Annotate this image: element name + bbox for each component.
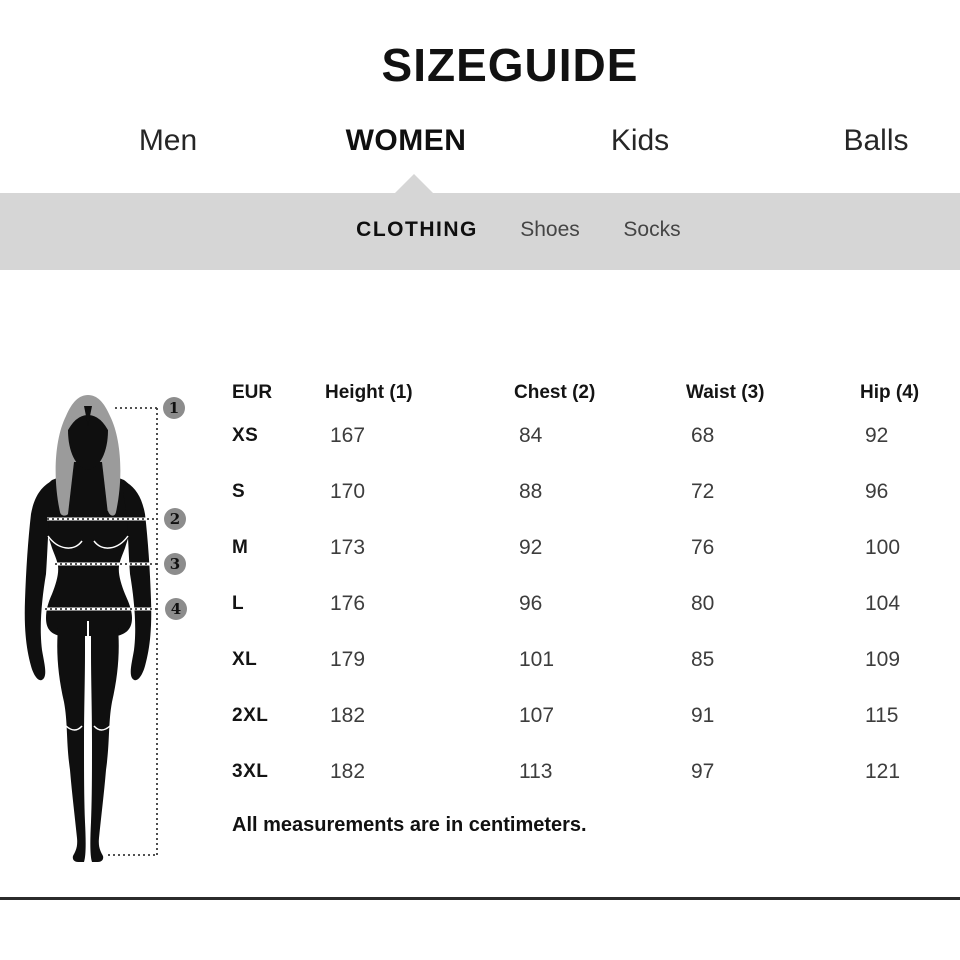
waist-value: 91 [691,704,715,727]
svg-text:4: 4 [171,600,181,618]
table-row: S 170 88 72 96 [232,464,932,520]
subtab-band [0,193,960,270]
height-value: 176 [330,592,366,615]
chest-value: 88 [519,480,543,503]
chest-value: 107 [519,704,555,727]
header-height: Height (1) [325,382,413,403]
marker-3-waist: 3 [164,553,186,575]
waist-value: 76 [691,536,715,559]
size-label: XS [232,425,259,446]
active-tab-pointer-triangle [394,174,434,194]
chest-value: 113 [519,760,553,783]
measurements-footnote: All measurements are in centimeters. [232,814,587,836]
hip-value: 100 [865,536,901,559]
hip-value: 121 [865,760,901,783]
size-label: M [232,537,249,558]
tab-women[interactable]: WOMEN [345,124,467,157]
chest-value: 84 [519,424,543,447]
size-label: 2XL [232,705,269,726]
header-hip: Hip (4) [860,382,920,403]
height-value: 182 [330,760,366,783]
svg-text:1: 1 [169,399,179,417]
chest-value: 92 [519,536,543,559]
table-row: XS 167 84 68 92 [232,408,932,464]
tab-kids[interactable]: Kids [610,124,670,157]
waist-value: 80 [691,592,715,615]
subtab-shoes[interactable]: Shoes [520,218,580,241]
size-table: EUR Height (1) Chest (2) Waist (3) Hip (… [232,378,932,800]
hip-value: 104 [865,592,901,615]
height-value: 167 [330,424,366,447]
waist-value: 68 [691,424,715,447]
table-row: M 173 92 76 100 [232,520,932,576]
table-row: 3XL 182 113 97 121 [232,744,932,800]
measurement-figure: 1 2 3 4 [20,390,200,870]
size-table-body: XS 167 84 68 92 S 170 88 72 96 M 173 92 … [232,408,932,800]
svg-text:2: 2 [170,510,180,528]
marker-4-hip: 4 [165,598,187,620]
female-silhouette-illustration: 1 2 3 4 [24,395,187,862]
height-value: 173 [330,536,366,559]
size-label: S [232,481,246,502]
tab-men[interactable]: Men [138,124,198,157]
bottom-divider [0,897,960,900]
hip-value: 109 [865,648,901,671]
page-title: SIZEGUIDE [381,39,639,91]
chest-value: 101 [519,648,555,671]
size-label: L [232,593,245,614]
hip-value: 96 [865,480,889,503]
subtab-clothing[interactable]: CLOTHING [356,218,478,241]
hip-value: 115 [865,704,899,727]
waist-value: 72 [691,480,715,503]
height-value: 182 [330,704,366,727]
svg-text:3: 3 [170,555,180,573]
marker-1-height: 1 [163,397,185,419]
size-label: XL [232,649,258,670]
height-value: 170 [330,480,366,503]
table-row: XL 179 101 85 109 [232,632,932,688]
header-waist: Waist (3) [686,382,765,403]
size-table-header: EUR Height (1) Chest (2) Waist (3) Hip (… [232,378,932,408]
header-eur: EUR [232,382,273,403]
waist-value: 97 [691,760,715,783]
size-label: 3XL [232,761,269,782]
header-chest: Chest (2) [514,382,596,403]
chest-value: 96 [519,592,543,615]
table-row: 2XL 182 107 91 115 [232,688,932,744]
waist-value: 85 [691,648,715,671]
marker-2-chest: 2 [164,508,186,530]
hip-value: 92 [865,424,889,447]
tab-balls[interactable]: Balls [843,124,909,157]
table-row: L 176 96 80 104 [232,576,932,632]
subtab-socks[interactable]: Socks [623,218,681,241]
height-value: 179 [330,648,366,671]
